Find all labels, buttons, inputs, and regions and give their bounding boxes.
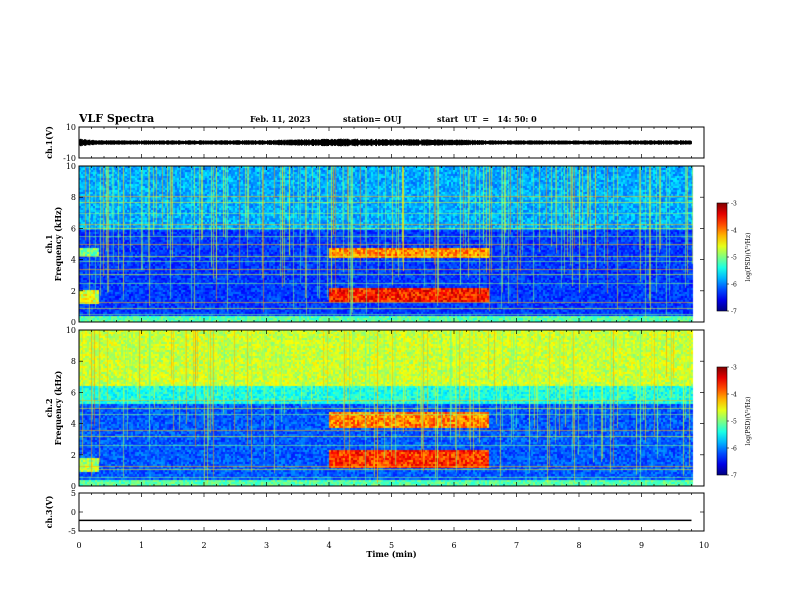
colorbar-tick-label: -5: [731, 419, 737, 426]
ch1-frequency-tick-label: 4: [71, 256, 76, 265]
ch1-waveform-tick-label: 10: [66, 123, 76, 132]
x-tick-label: 2: [201, 541, 206, 550]
ch1-waveform-line: [78, 138, 692, 147]
ch1-spectrogram-ylabel: ch.1: [44, 234, 54, 253]
station-label: station= OUJ: [343, 114, 402, 124]
ch2-spectrogram-ylabel: Frequency (kHz): [53, 370, 63, 445]
ch1-spectrogram-ylabel: Frequency (kHz): [53, 206, 63, 281]
x-tick-label: 0: [76, 541, 81, 550]
x-tick-label: 6: [451, 541, 456, 550]
ch2-spectrogram-ylabel: ch.2: [44, 398, 54, 417]
colorbar-tick-label: -7: [731, 473, 737, 480]
colorbar-tick-label: -3: [731, 365, 737, 372]
ch1-frequency-tick-label: 2: [71, 287, 76, 296]
ch2-frequency-tick-label: 10: [66, 326, 76, 335]
colorbar-label: log(PSD)(V²/Hz): [745, 233, 752, 282]
panel-frame: [78, 492, 705, 532]
colorbar-tick-label: -7: [731, 309, 737, 316]
colorbar-tick-label: -4: [731, 392, 737, 399]
ch2-frequency-tick-label: 0: [71, 482, 76, 491]
colorbar-tick-label: -5: [731, 255, 737, 262]
start-time-label: start UT = 14: 50: 0: [437, 114, 537, 124]
ch3-waveform-tick-label: -5: [68, 527, 76, 536]
colorbar: [716, 202, 728, 312]
colorbar-tick-label: -4: [731, 228, 737, 235]
x-tick-label: 3: [264, 541, 269, 550]
ch2-frequency-tick-label: 4: [71, 420, 76, 429]
ch1-frequency-tick-label: 8: [71, 193, 76, 202]
figure-title: VLF Spectra: [79, 112, 155, 125]
colorbar-label: log(PSD)(V²/Hz): [745, 397, 752, 446]
x-tick-label: 4: [326, 541, 331, 550]
x-tick-label: 9: [639, 541, 644, 550]
ch1-waveform-tick-label: -10: [63, 154, 76, 163]
ch3-waveform-tick-label: 5: [71, 489, 76, 498]
ch3-waveform-ylabel: ch.3(V): [44, 495, 54, 528]
ch1-frequency-tick-label: 6: [71, 224, 76, 233]
ch1-waveform-ylabel: ch.1(V): [44, 126, 54, 159]
x-tick-label: 8: [576, 541, 581, 550]
colorbar: [716, 366, 728, 476]
x-tick-label: 7: [514, 541, 519, 550]
ch2-frequency-tick-label: 6: [71, 388, 76, 397]
x-tick-label: 10: [699, 541, 709, 550]
ch2-frequency-tick-label: 8: [71, 357, 76, 366]
x-axis-label: Time (min): [366, 549, 416, 559]
ch1-spectrogram-image: [79, 166, 704, 322]
colorbar-tick-label: -6: [731, 446, 737, 453]
x-tick-label: 5: [389, 541, 394, 550]
ch1-frequency-tick-label: 0: [71, 318, 76, 327]
colorbar-tick-label: -6: [731, 282, 737, 289]
x-tick-label: 1: [139, 541, 144, 550]
ch2-spectrogram-image: [79, 330, 704, 486]
ch3-waveform-tick-label: 0: [71, 508, 76, 517]
colorbar-tick-label: -3: [731, 201, 737, 208]
date-label: Feb. 11, 2023: [250, 114, 311, 124]
ch2-frequency-tick-label: 2: [71, 451, 76, 460]
ch1-frequency-tick-label: 10: [66, 162, 76, 171]
